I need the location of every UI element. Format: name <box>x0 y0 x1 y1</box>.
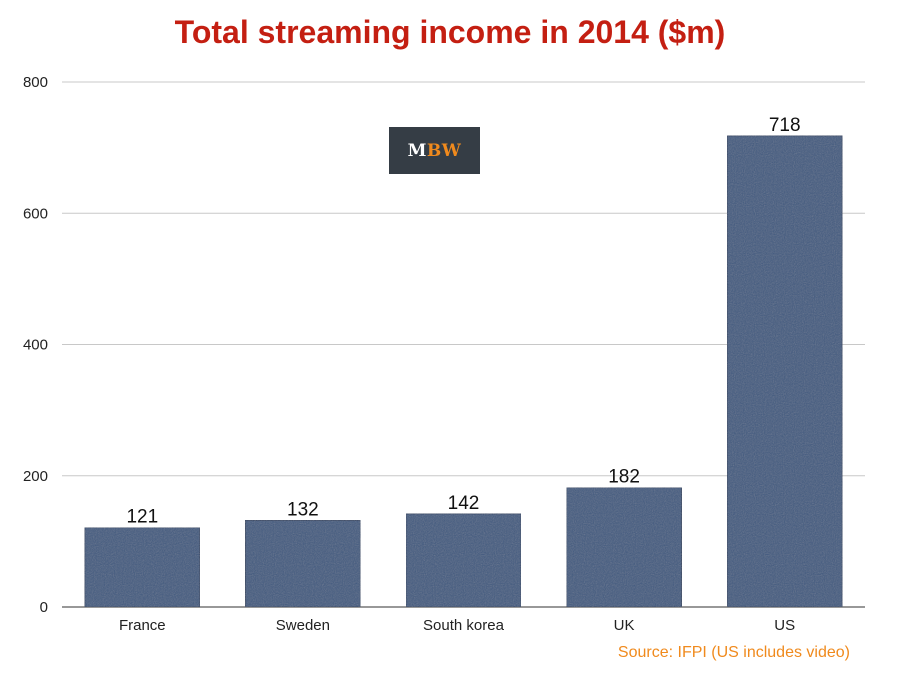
y-tick-label: 400 <box>23 337 48 354</box>
logo-letter-m: M <box>407 140 427 161</box>
bar-uk <box>566 487 683 608</box>
x-tick-label: US <box>774 617 795 634</box>
x-tick-label: South korea <box>423 617 505 634</box>
y-tick-label: 800 <box>23 74 48 91</box>
logo-letters-bw: BW <box>426 140 462 161</box>
bar-value-label: 142 <box>448 493 480 514</box>
x-tick-label: France <box>119 617 166 634</box>
bar-value-label: 121 <box>126 507 158 528</box>
bar-us <box>726 135 843 608</box>
x-tick-label: Sweden <box>276 617 330 634</box>
mbw-logo: M BW <box>389 127 480 174</box>
y-tick-label: 200 <box>23 468 48 485</box>
source-note: Source: IFPI (US includes video) <box>617 644 850 661</box>
bar-value-label: 132 <box>287 499 319 520</box>
y-tick-label: 0 <box>40 599 48 616</box>
bar-value-label: 182 <box>608 467 640 488</box>
y-axis: 0 200 400 600 800 <box>23 74 48 616</box>
x-axis: France Sweden South korea UK US <box>119 617 795 634</box>
chart-title: Total streaming income in 2014 ($m) <box>174 14 726 50</box>
y-tick-label: 600 <box>23 205 48 222</box>
bars: 121 132 142 182 718 <box>84 115 843 608</box>
bar-south-korea <box>405 513 522 608</box>
x-tick-label: UK <box>614 617 635 634</box>
bar-sweden <box>244 519 361 608</box>
bar-france <box>84 527 201 608</box>
bar-value-label: 718 <box>769 115 801 136</box>
